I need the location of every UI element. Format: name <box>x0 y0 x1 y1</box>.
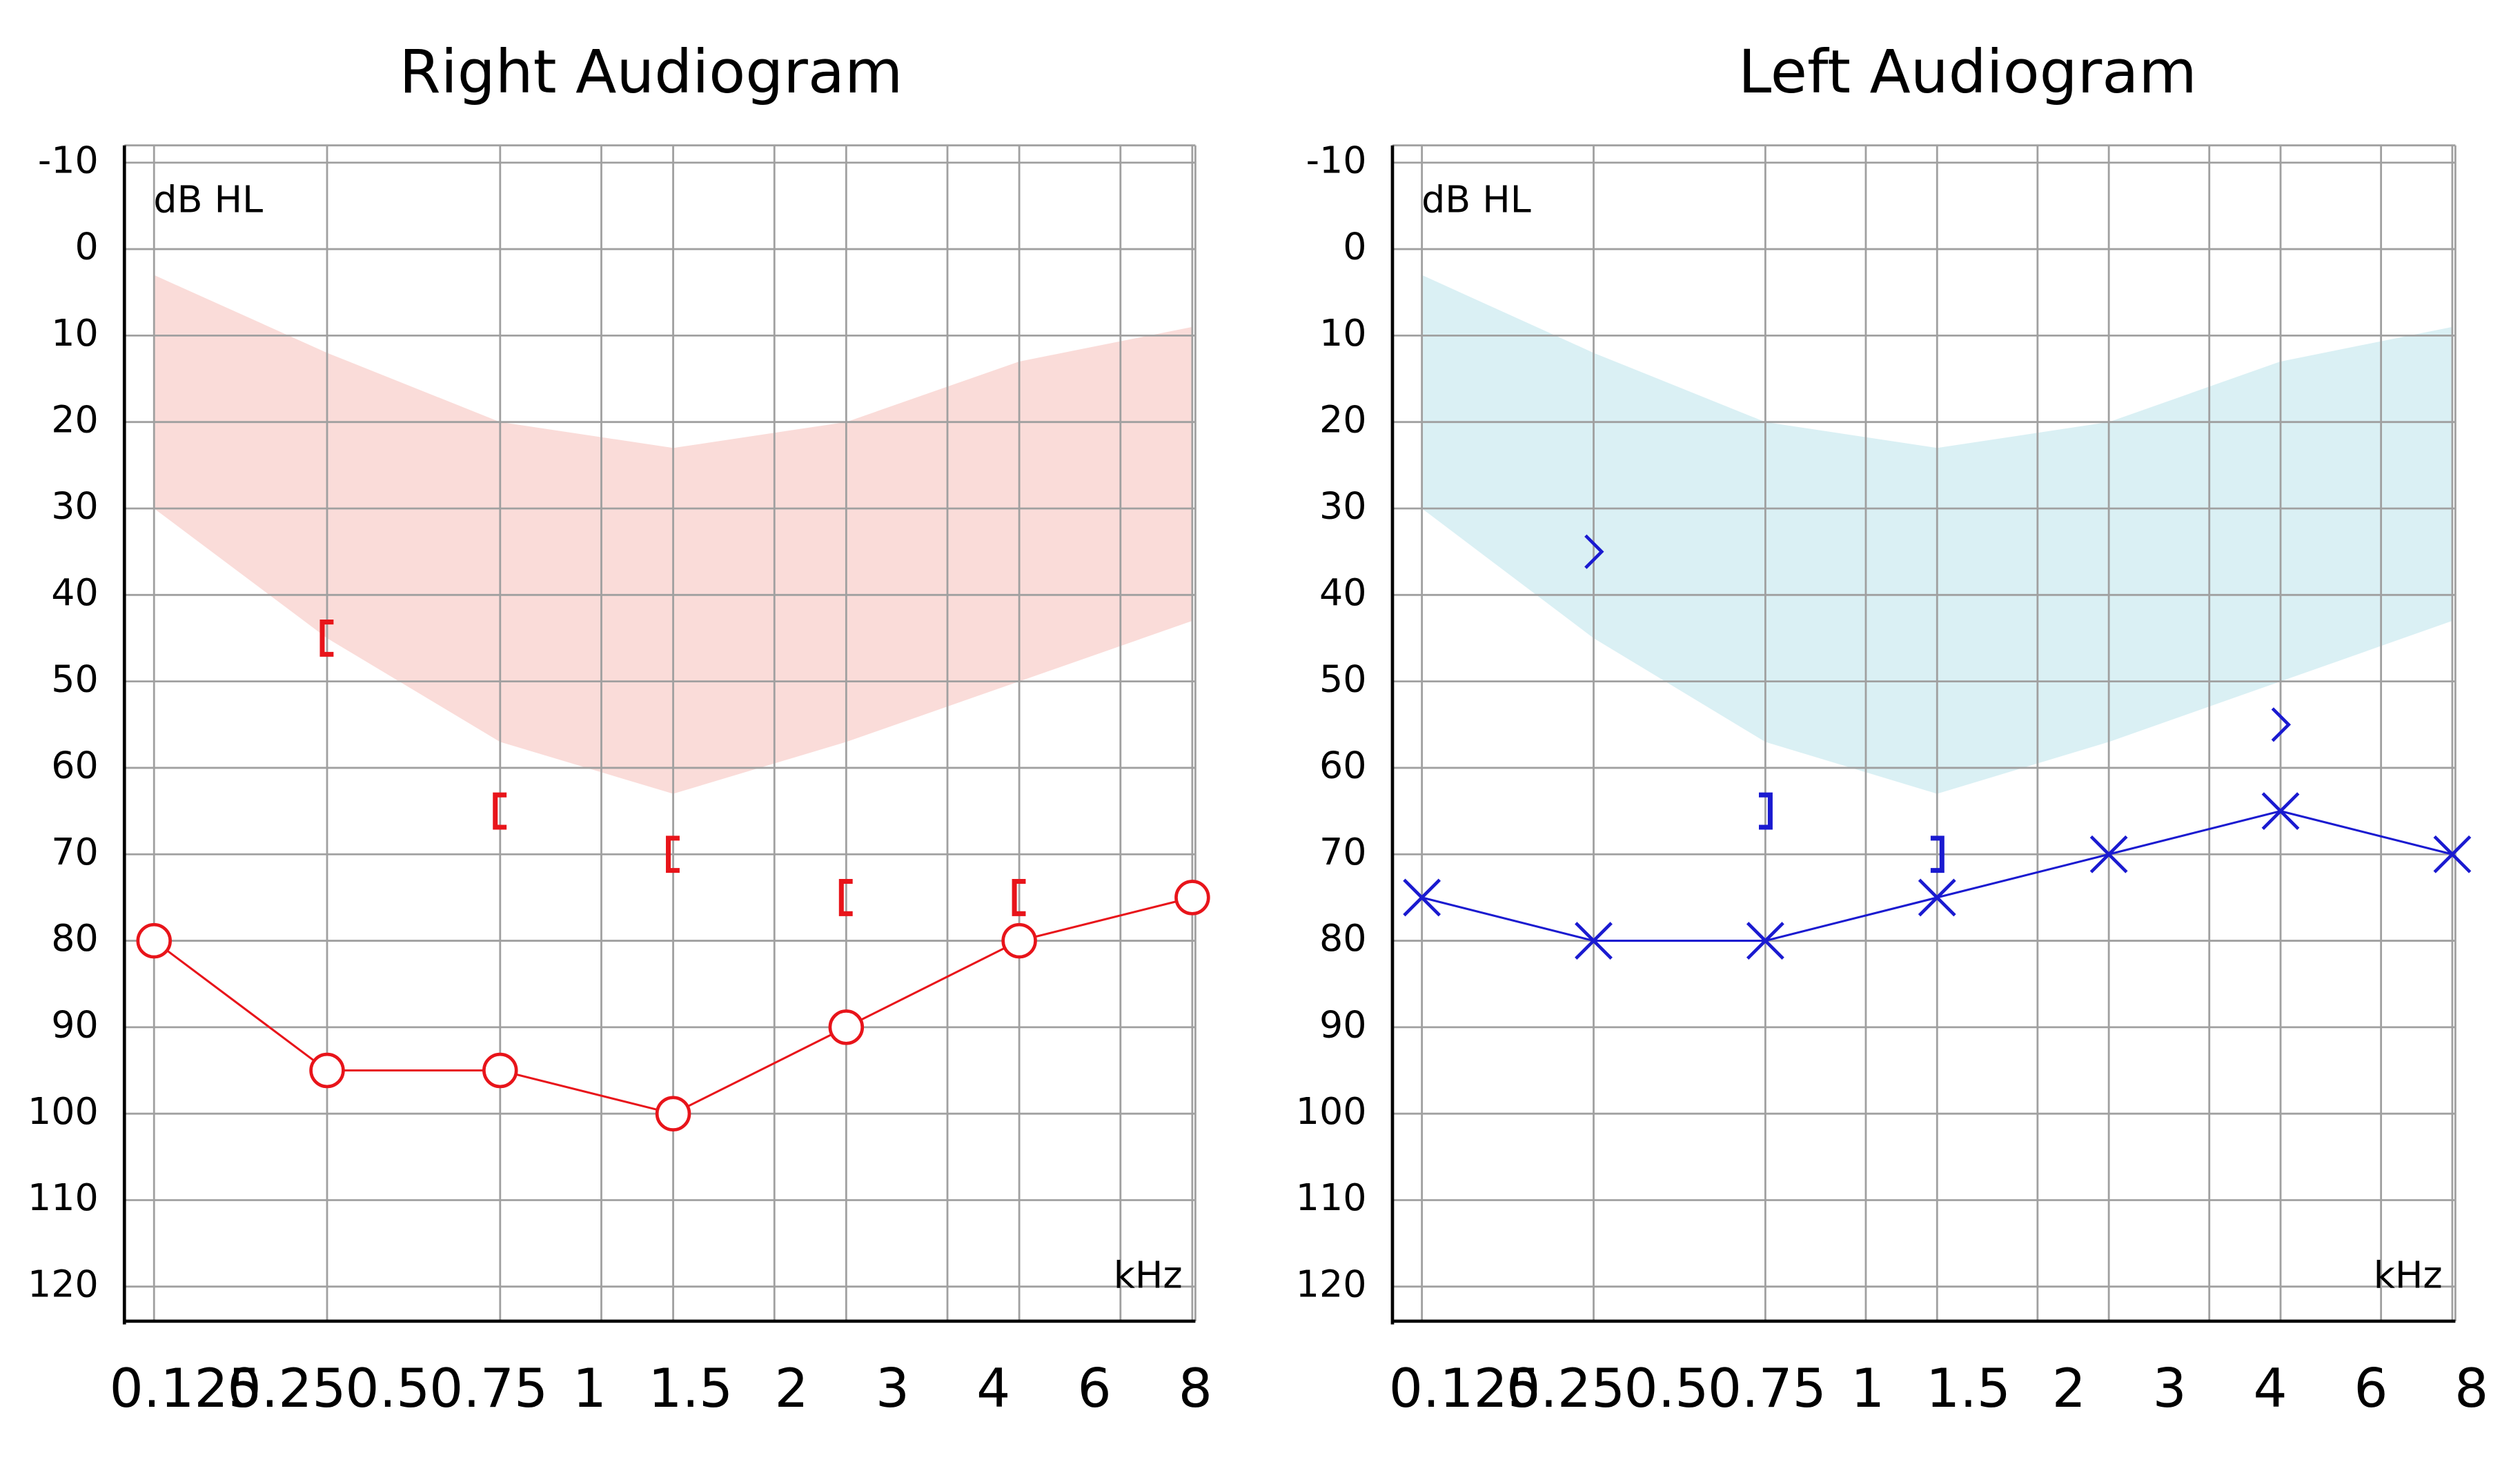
y-tick-label: -10 <box>1306 138 1367 181</box>
x-tick-label: 1 <box>1851 1358 1884 1420</box>
x-tick-label: 1.5 <box>1926 1358 2011 1420</box>
y-tick-label: 60 <box>51 744 99 787</box>
marker-circle <box>655 1096 691 1131</box>
y-tick-label: 20 <box>1319 397 1367 441</box>
x-tick-label: 1.5 <box>648 1358 733 1420</box>
x-tick-label: 8 <box>1179 1358 1212 1420</box>
x-tick-label: 0.125 <box>1389 1358 1542 1420</box>
x-tick-label: 0.75 <box>429 1358 548 1420</box>
y-axis-label: dB HL <box>1421 177 1531 221</box>
marker-cross <box>1918 878 1956 917</box>
marker-cross <box>1575 922 1613 960</box>
x-tick-label: 6 <box>1077 1358 1111 1420</box>
x-tick-label: 0.5 <box>1624 1358 1709 1420</box>
y-tick-label: 70 <box>1319 830 1367 873</box>
y-tick-label: 50 <box>1319 657 1367 700</box>
y-tick-label: 40 <box>51 571 99 614</box>
x-axis-label: kHz <box>2374 1253 2443 1296</box>
x-tick-label: 2 <box>2052 1358 2086 1420</box>
x-tick-label: 8 <box>2454 1358 2488 1420</box>
y-tick-label: 10 <box>51 311 99 355</box>
y-tick-label: 90 <box>51 1003 99 1047</box>
y-tick-label: 20 <box>51 397 99 441</box>
marker-circle <box>1001 922 1037 959</box>
marker-bracket-left <box>493 792 507 830</box>
marker-bracket-right <box>1930 836 1945 873</box>
marker-cross <box>2261 792 2300 831</box>
y-tick-label: 100 <box>28 1089 99 1133</box>
marker-bracket-left <box>666 836 680 873</box>
x-tick-label: 0.25 <box>1506 1358 1625 1420</box>
marker-chevron-right <box>1584 534 1604 569</box>
y-tick-label: 60 <box>1319 744 1367 787</box>
x-tick-label: 2 <box>775 1358 809 1420</box>
y-tick-label: 80 <box>51 916 99 960</box>
marker-circle <box>1174 880 1210 916</box>
y-axis-label: dB HL <box>153 177 263 221</box>
y-tick-label: 0 <box>75 225 99 268</box>
x-tick-label: 3 <box>876 1358 909 1420</box>
y-tick-label: 90 <box>1319 1003 1367 1047</box>
x-tick-label: 0.25 <box>228 1358 346 1420</box>
x-tick-label: 6 <box>2354 1358 2388 1420</box>
marker-bracket-left <box>1012 878 1026 916</box>
x-tick-label: 4 <box>2253 1358 2287 1420</box>
marker-circle <box>309 1052 345 1089</box>
x-tick-label: 0.125 <box>110 1358 262 1420</box>
y-tick-label: 120 <box>28 1262 99 1305</box>
y-tick-label: 70 <box>51 830 99 873</box>
x-tick-label: 1 <box>573 1358 607 1420</box>
y-tick-label: 110 <box>28 1176 99 1219</box>
y-tick-label: 30 <box>1319 484 1367 528</box>
y-tick-label: 10 <box>1319 311 1367 355</box>
y-tick-label: 50 <box>51 657 99 700</box>
chart-title: Left Audiogram <box>1738 38 2197 107</box>
y-tick-label: 120 <box>1296 1262 1367 1305</box>
marker-cross <box>2089 835 2128 873</box>
y-tick-label: 100 <box>1296 1089 1367 1133</box>
y-tick-label: 80 <box>1319 916 1367 960</box>
y-tick-label: 30 <box>51 484 99 528</box>
x-axis-label: kHz <box>1114 1253 1183 1296</box>
marker-circle <box>482 1052 518 1089</box>
chart-title: Right Audiogram <box>400 38 903 107</box>
x-tick-label: 0.75 <box>1708 1358 1827 1420</box>
x-tick-label: 0.5 <box>345 1358 430 1420</box>
marker-circle <box>828 1009 865 1045</box>
marker-bracket-left <box>319 620 334 657</box>
y-tick-label: -10 <box>38 138 99 181</box>
marker-bracket-left <box>838 878 853 916</box>
marker-cross <box>1403 878 1441 917</box>
marker-cross <box>1746 922 1784 960</box>
y-tick-label: 110 <box>1296 1176 1367 1219</box>
x-tick-label: 3 <box>2153 1358 2187 1420</box>
marker-chevron-right <box>2271 707 2292 742</box>
marker-circle <box>136 922 172 959</box>
x-tick-label: 4 <box>976 1358 1010 1420</box>
y-tick-label: 40 <box>1319 571 1367 614</box>
y-tick-label: 0 <box>1343 225 1366 268</box>
marker-bracket-right <box>1758 792 1773 830</box>
marker-cross <box>2433 835 2472 873</box>
